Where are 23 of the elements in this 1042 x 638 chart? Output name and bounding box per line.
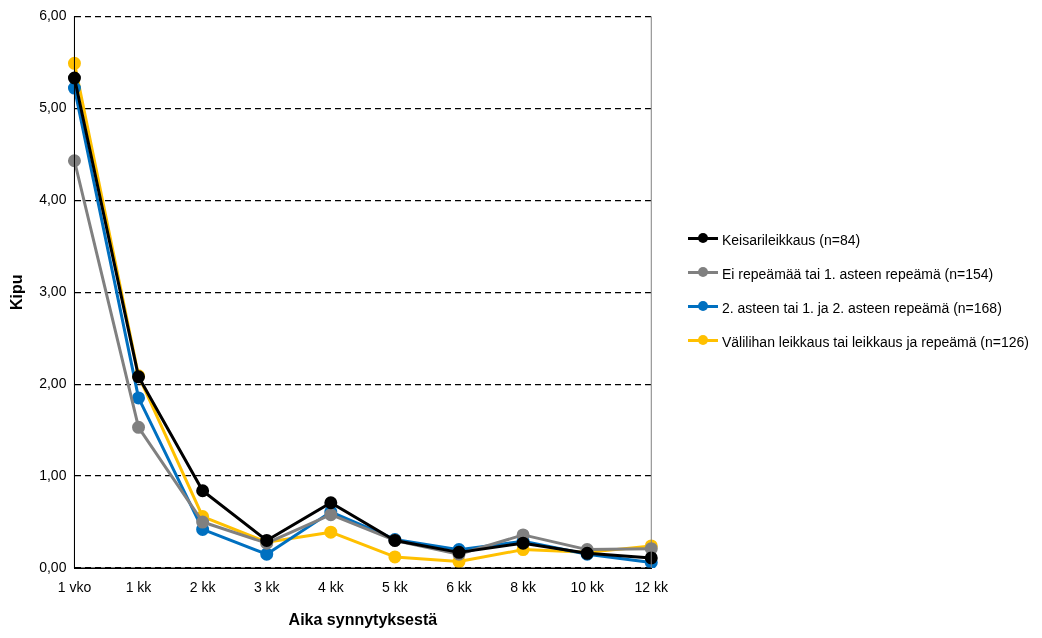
y-axis-title: Kipu	[8, 274, 26, 310]
y-tick-label: 2,00	[39, 374, 67, 391]
x-tick-label: 3 kk	[253, 579, 281, 596]
x-tick-label: 10 kk	[570, 579, 605, 596]
y-tick-label: 4,00	[39, 191, 67, 208]
x-axis-title: Aika synnytyksestä	[288, 610, 438, 628]
x-tick-label: 6 kk	[446, 579, 473, 596]
y-tick-label: 1,00	[39, 466, 67, 483]
x-tick-label: 1 vko	[57, 579, 92, 596]
legend-label: Ei repeämää tai 1. asteen repeämä (n=154)	[722, 265, 994, 284]
y-tick-label: 6,00	[39, 7, 67, 24]
x-tick-label: 5 kk	[382, 579, 409, 596]
x-tick-label: 4 kk	[317, 579, 345, 596]
legend-label: Välilihan leikkaus tai leikkaus ja repeämä (n=126)	[722, 333, 1030, 352]
y-tick-label: 3,00	[39, 283, 67, 300]
x-tick-label: 8 kk	[510, 579, 537, 596]
x-tick-label: 1 kk	[125, 579, 153, 596]
x-tick-label: 2 kk	[189, 579, 217, 596]
x-tick-label: 12 kk	[634, 579, 669, 596]
y-tick-label: 0,00	[39, 558, 67, 575]
legend-label: 2. asteen tai 1. ja 2. asteen repeämä (n=168)	[722, 299, 1002, 318]
legend-label: Keisarileikkaus (n=84)	[722, 231, 861, 250]
y-tick-label: 5,00	[39, 99, 67, 116]
